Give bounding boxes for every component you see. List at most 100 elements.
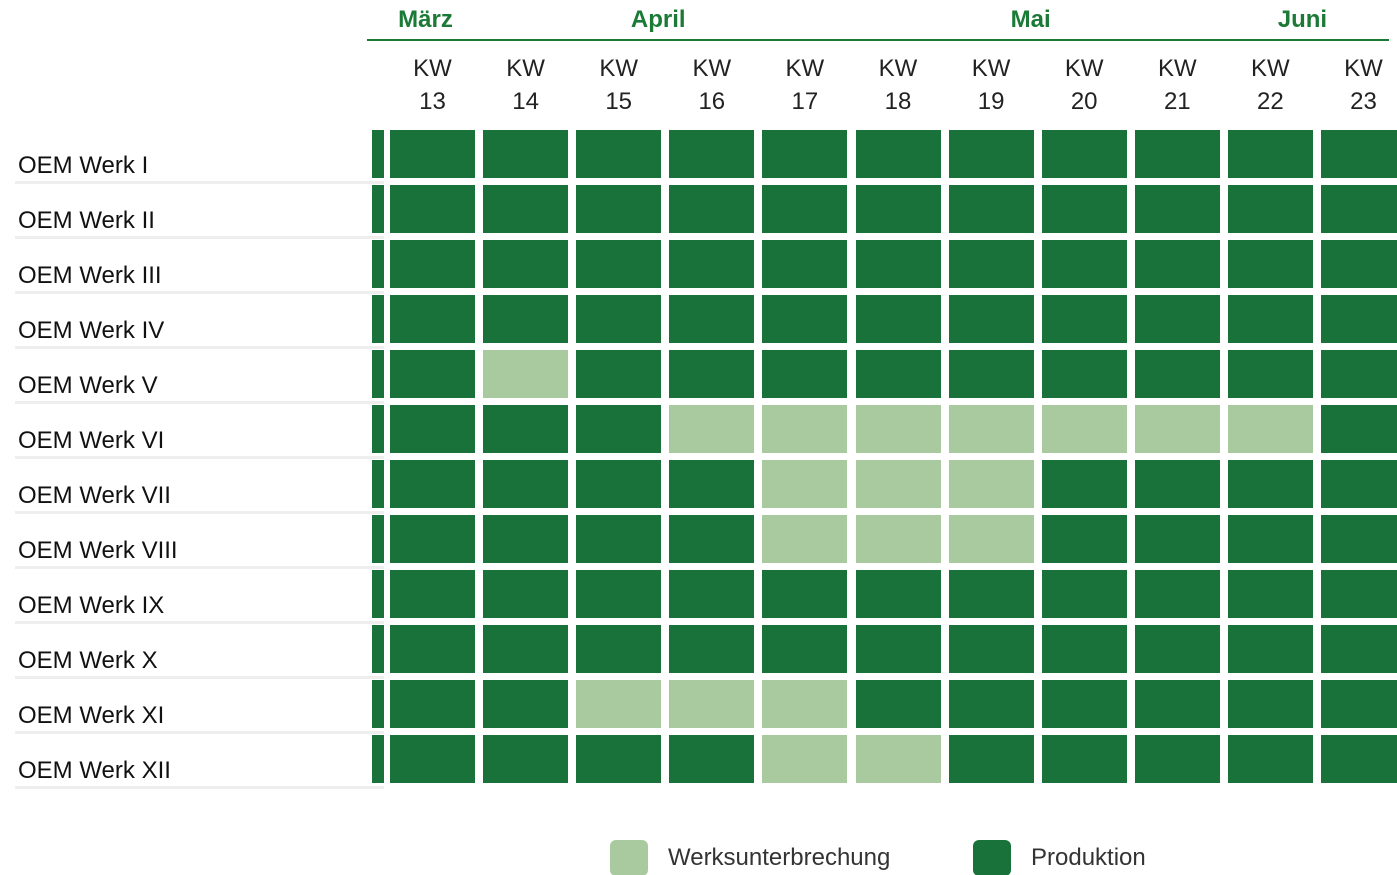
cell: [576, 680, 662, 728]
week-label: KW 19: [971, 55, 1011, 115]
cell: [483, 185, 569, 233]
cell: [669, 735, 755, 783]
cell: [576, 295, 662, 343]
cell: [669, 405, 755, 453]
row-label: OEM Werk XII: [18, 757, 171, 784]
row-divider: [15, 236, 384, 239]
cell: [390, 240, 475, 288]
cell: [855, 130, 941, 178]
cell: [372, 570, 384, 618]
cell: [948, 625, 1034, 673]
month-label: März: [398, 6, 453, 33]
cell: [855, 625, 941, 673]
cell: [948, 735, 1034, 783]
cell: [1321, 130, 1397, 178]
cell: [669, 460, 755, 508]
cell: [576, 405, 662, 453]
cell: [390, 460, 475, 508]
cell: [855, 570, 941, 618]
cell: [372, 405, 384, 453]
cell: [855, 515, 941, 563]
row-divider: [15, 456, 384, 459]
cell: [483, 240, 569, 288]
cell: [855, 735, 941, 783]
cell: [390, 625, 475, 673]
month-line: [835, 39, 1218, 41]
cell: [483, 350, 569, 398]
cell: [483, 735, 569, 783]
cell: [390, 570, 475, 618]
cell: [669, 625, 755, 673]
cell: [372, 680, 384, 728]
row-label: OEM Werk III: [18, 262, 162, 289]
cell: [1321, 515, 1397, 563]
cell: [948, 515, 1034, 563]
cell: [1321, 570, 1397, 618]
cell: [1041, 405, 1127, 453]
cell: [1041, 570, 1127, 618]
week-label: KW 16: [692, 55, 732, 115]
month-line: [1207, 39, 1389, 41]
cell: [1227, 295, 1313, 343]
cell: [390, 350, 475, 398]
cell: [372, 515, 384, 563]
legend-label: Produktion: [1031, 844, 1146, 871]
cell: [576, 185, 662, 233]
cell: [483, 515, 569, 563]
cell: [576, 240, 662, 288]
row-divider: [15, 291, 384, 294]
row-label: OEM Werk VIII: [18, 537, 178, 564]
cell: [1321, 735, 1397, 783]
cell: [669, 350, 755, 398]
cell: [483, 570, 569, 618]
cell: [762, 570, 848, 618]
month-label: Mai: [1010, 6, 1051, 33]
cell: [390, 185, 475, 233]
cell: [1041, 515, 1127, 563]
legend-swatch: [973, 840, 1011, 875]
cell: [762, 625, 848, 673]
row-divider: [15, 181, 384, 184]
cell: [1227, 185, 1313, 233]
cell: [669, 185, 755, 233]
cell: [1134, 130, 1220, 178]
cell: [1227, 625, 1313, 673]
row-label: OEM Werk II: [18, 207, 155, 234]
cell: [1134, 350, 1220, 398]
cell: [1227, 460, 1313, 508]
cell: [855, 185, 941, 233]
cell: [483, 130, 569, 178]
cell: [390, 680, 475, 728]
cell: [372, 350, 384, 398]
cell: [762, 405, 848, 453]
cell: [762, 350, 848, 398]
cell: [762, 735, 848, 783]
week-label: KW 18: [878, 55, 918, 115]
cell: [1321, 350, 1397, 398]
cell: [1041, 680, 1127, 728]
row-label: OEM Werk IV: [18, 317, 165, 344]
cell: [1227, 570, 1313, 618]
cell: [762, 515, 848, 563]
row-divider: [15, 731, 384, 734]
cell: [1227, 515, 1313, 563]
cell: [576, 350, 662, 398]
cell: [762, 680, 848, 728]
cell: [855, 680, 941, 728]
cell: [390, 295, 475, 343]
cell: [948, 350, 1034, 398]
cell: [1321, 295, 1397, 343]
row-label: OEM Werk V: [18, 372, 158, 399]
cell: [576, 735, 662, 783]
cell: [1227, 130, 1313, 178]
cell: [948, 405, 1034, 453]
cell: [390, 130, 475, 178]
row-label: OEM Werk I: [18, 152, 149, 179]
week-label: KW 17: [785, 55, 825, 115]
cell: [1134, 295, 1220, 343]
cell: [948, 460, 1034, 508]
row-divider: [15, 676, 384, 679]
cell: [1227, 735, 1313, 783]
cell: [372, 185, 384, 233]
